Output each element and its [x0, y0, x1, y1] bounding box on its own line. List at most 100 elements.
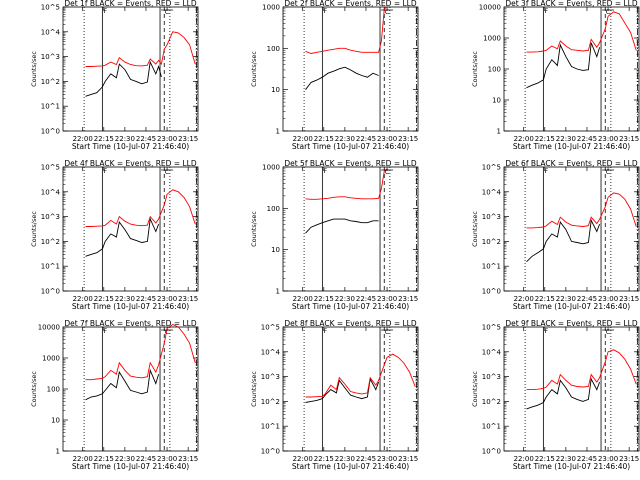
y-tick-label: 10^5 [41, 164, 60, 172]
x-tick-label: 23:15 [398, 135, 418, 143]
lld-series-line [85, 323, 196, 381]
flag-annotation: F [323, 167, 327, 175]
y-tick-label: 10 [271, 246, 280, 254]
events-series-line [305, 218, 379, 234]
plot-frame [62, 326, 199, 452]
x-tick-label: 23:15 [619, 135, 639, 143]
chart-panel-5: Det 5f BLACK = Events, RED = LLD 1 10 100 10… [250, 159, 419, 311]
chart-title: Det 1f BLACK = Events, RED = LLD [64, 0, 197, 8]
marker-annotation: C [606, 8, 611, 16]
x-tick-label: 22:30 [335, 295, 355, 303]
plot-frame [62, 166, 199, 292]
y-tick-label: 10^1 [41, 103, 60, 111]
plot-frame [503, 166, 640, 292]
flag-annotation: F [103, 7, 107, 15]
x-tick-label: 22:45 [136, 295, 156, 303]
x-tick-label: 22:00 [73, 295, 93, 303]
lld-series-line [305, 6, 388, 54]
chart-title: Det 4f BLACK = Events, RED = LLD [64, 159, 197, 168]
y-tick-label: 10^2 [41, 78, 60, 86]
plot-frame [62, 6, 199, 132]
y-tick-label: 100 [488, 66, 501, 74]
x-tick-label: 23:15 [619, 455, 639, 463]
x-tick-label: 22:45 [577, 295, 597, 303]
lld-series-line [305, 353, 416, 398]
x-tick-label: 22:30 [115, 295, 135, 303]
marker-annotation: C [385, 8, 390, 16]
y-tick-label: 10^1 [41, 263, 60, 271]
y-tick-label: 10^5 [482, 164, 501, 172]
y-tick-label: 1 [276, 288, 280, 296]
y-tick-label: 10^3 [261, 373, 280, 381]
plot-frame [503, 326, 640, 452]
y-tick-label: 10^0 [41, 288, 60, 296]
events-series-line [526, 377, 601, 410]
marker-annotation: C [385, 328, 390, 336]
x-tick-label: 23:15 [398, 295, 418, 303]
x-tick-label: 23:15 [178, 295, 198, 303]
y-tick-label: 10^4 [41, 188, 61, 196]
x-tick-label: 23:00 [377, 135, 397, 143]
plot-frame [503, 6, 640, 132]
lld-series-line [526, 192, 637, 229]
chart-title: Det 2f BLACK = Events, RED = LLD [284, 0, 417, 8]
chart-panel-4: Det 4f BLACK = Events, RED = LLD 10^0 10^1… [30, 159, 199, 311]
flag-annotation: F [103, 327, 107, 335]
y-tick-label: 1 [56, 448, 60, 456]
chart-title: Det 9f BLACK = Events, RED = LLD [505, 319, 638, 328]
flag-annotation: F [544, 7, 548, 15]
x-axis-label: Start Time (10-Jul-07 21:46:40) [513, 302, 630, 311]
y-tick-label: 10^5 [261, 324, 280, 332]
x-axis-label: Start Time (10-Jul-07 21:46:40) [292, 462, 409, 471]
x-tick-label: 22:30 [115, 455, 135, 463]
y-axis-label: Counts/sec [30, 211, 38, 247]
x-tick-label: 23:00 [598, 135, 618, 143]
x-axis-label: Start Time (10-Jul-07 21:46:40) [292, 142, 409, 151]
events-series-line [85, 60, 162, 97]
y-tick-label: 10^3 [41, 53, 60, 61]
y-tick-label: 10^3 [482, 373, 501, 381]
x-tick-label: 22:15 [535, 135, 555, 143]
x-axis-label: Start Time (10-Jul-07 21:46:40) [292, 302, 409, 311]
y-tick-label: 10^3 [41, 213, 60, 221]
x-tick-label: 22:15 [535, 295, 555, 303]
plot-frame [282, 166, 419, 292]
y-tick-label: 10^4 [261, 348, 281, 356]
events-series-line [85, 217, 160, 257]
y-tick-label: 10^5 [41, 4, 60, 12]
chart-title: Det 8f BLACK = Events, RED = LLD [284, 319, 417, 328]
flag-annotation: F [323, 7, 327, 15]
x-tick-label: 22:45 [577, 135, 597, 143]
y-tick-label: 100 [47, 386, 60, 394]
chart-panel-1: Det 1f BLACK = Events, RED = LLD 10^0 10^1… [30, 0, 199, 151]
y-tick-label: 10^4 [482, 348, 502, 356]
y-tick-label: 10^2 [261, 398, 280, 406]
x-tick-label: 22:15 [94, 295, 114, 303]
y-tick-label: 10^4 [482, 188, 502, 196]
x-tick-label: 23:00 [377, 455, 397, 463]
x-tick-label: 23:00 [377, 295, 397, 303]
chart-panel-9: Det 9f BLACK = Events, RED = LLD 10^0 10^1… [471, 319, 640, 471]
y-tick-label: 1 [497, 128, 501, 136]
y-tick-label: 10^2 [482, 398, 501, 406]
y-axis-label: Counts/sec [471, 371, 479, 407]
y-tick-label: 10^0 [482, 288, 501, 296]
x-tick-label: 22:30 [556, 295, 576, 303]
x-tick-label: 22:45 [356, 135, 376, 143]
lld-series-line [526, 11, 637, 53]
x-tick-label: 22:15 [314, 135, 334, 143]
x-tick-label: 22:30 [335, 135, 355, 143]
y-tick-label: 10^3 [482, 213, 501, 221]
y-tick-label: 10^5 [482, 324, 501, 332]
y-tick-label: 10000 [479, 4, 501, 12]
x-tick-label: 22:00 [514, 295, 534, 303]
x-axis-label: Start Time (10-Jul-07 21:46:40) [72, 302, 189, 311]
y-tick-label: 10^0 [482, 448, 501, 456]
chart-panel-6: Det 6f BLACK = Events, RED = LLD 10^0 10^1… [471, 159, 640, 311]
x-tick-label: 22:15 [314, 455, 334, 463]
marker-annotation: C [385, 168, 390, 176]
y-tick-label: 10^1 [482, 423, 501, 431]
plot-frame [282, 326, 419, 452]
flag-annotation: F [544, 167, 548, 175]
lld-series-line [305, 168, 388, 200]
